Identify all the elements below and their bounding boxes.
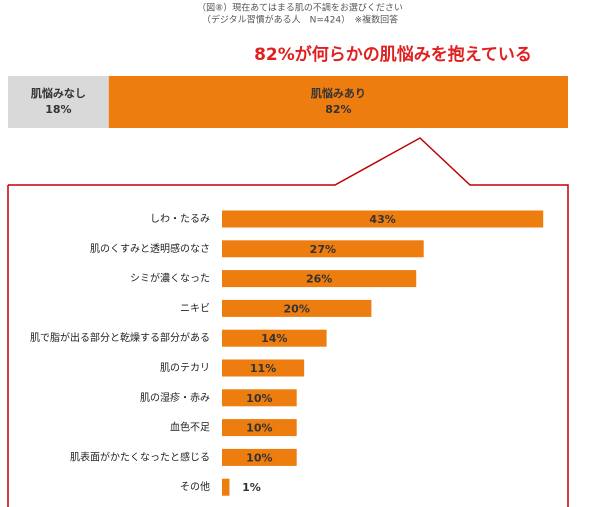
bar (222, 299, 372, 317)
value-label: 10% (246, 392, 272, 405)
segment-value: 18% (45, 103, 71, 116)
value-label: 10% (246, 451, 272, 464)
category-label: 肌のくすみと透明感のなさ (90, 242, 210, 255)
headline: 82%が何らかの肌悩みを抱えている (254, 44, 532, 65)
value-label: 10% (246, 422, 272, 435)
bar (222, 359, 305, 377)
category-label: 肌表面がかたくなったと感じる (70, 450, 210, 463)
value-label: 14% (261, 332, 287, 345)
value-label: 20% (284, 302, 310, 315)
value-label: 11% (250, 362, 276, 375)
category-label: 肌で脂が出る部分と乾燥する部分がある (30, 331, 210, 344)
bar (222, 389, 297, 407)
category-label: 血色不足 (170, 421, 210, 434)
category-label: シミが濃くなった (130, 272, 210, 285)
stack-segment (8, 76, 109, 128)
segment-name: 肌悩みあり (310, 86, 366, 100)
bar (222, 240, 424, 258)
category-label: 肌のテカリ (160, 362, 210, 374)
category-label: しわ・たるみ (150, 213, 210, 225)
callout-frame (7, 137, 569, 507)
bar (222, 210, 544, 228)
bar (222, 329, 327, 347)
category-label: ニキビ (180, 302, 210, 314)
value-label: 27% (310, 243, 336, 256)
bar (222, 478, 230, 496)
category-label: その他 (180, 480, 210, 493)
bar (222, 270, 417, 288)
category-label: 肌の湿疹・赤み (140, 391, 210, 404)
chart-title: （図⑧）現在あてはまる肌の不調をお選びください (197, 2, 403, 14)
bar (222, 419, 297, 437)
value-label: 43% (369, 213, 395, 226)
segment-value: 82% (325, 103, 351, 116)
value-label: 1% (242, 481, 261, 494)
segment-name: 肌悩みなし (30, 86, 86, 100)
bar (222, 448, 297, 466)
value-label: 26% (306, 273, 332, 286)
stack-segment (108, 76, 569, 128)
chart-subtitle: （デジタル習慣がある人 N=424） ※複数回答 (202, 14, 398, 26)
